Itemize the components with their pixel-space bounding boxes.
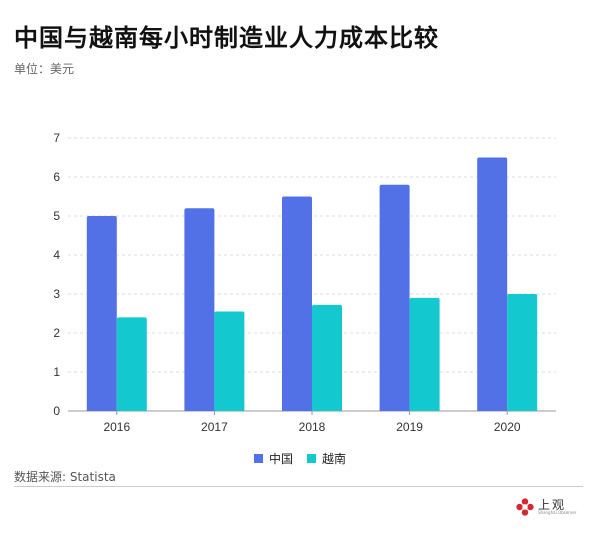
y-tick-label: 7 (53, 131, 60, 145)
legend: 中国 越南 (0, 450, 600, 467)
y-tick-label: 0 (53, 404, 60, 418)
bar-vietnam-2019 (409, 297, 440, 411)
bar-china-2016 (86, 216, 117, 411)
bar-china-2018 (282, 196, 312, 411)
bar-china-2019 (379, 184, 410, 411)
y-tick-label: 6 (53, 170, 60, 184)
legend-label-china: 中国 (268, 452, 293, 466)
bar-china-2017 (184, 208, 215, 411)
bar-vietnam-2016 (116, 317, 147, 411)
y-tick-label: 1 (53, 365, 60, 379)
x-tick-label: 2019 (396, 420, 423, 434)
bar-china-2020 (477, 157, 508, 411)
logo-text-cn: 上观 (538, 498, 567, 512)
footer-divider (14, 486, 583, 487)
publisher-logo: 上观 Shanghai Observer (516, 498, 576, 516)
legend-item-china: 中国 (253, 450, 293, 467)
y-tick-label: 3 (53, 287, 60, 301)
y-tick-label: 2 (53, 326, 60, 340)
legend-label-vietnam: 越南 (322, 452, 347, 466)
x-tick-label: 2018 (299, 420, 326, 434)
legend-swatch-vietnam (307, 454, 316, 463)
chart-title: 中国与越南每小时制造业人力成本比较 (14, 24, 439, 52)
x-tick-label: 2020 (494, 420, 521, 434)
y-tick-label: 5 (53, 209, 60, 223)
x-tick-label: 2016 (103, 420, 130, 434)
legend-swatch-china (253, 454, 263, 463)
x-tick-label: 2017 (201, 420, 228, 434)
bar-vietnam-2018 (312, 304, 342, 411)
bar-vietnam-2017 (214, 311, 245, 411)
bar-vietnam-2020 (507, 294, 538, 411)
legend-item-vietnam: 越南 (307, 450, 346, 467)
y-tick-label: 4 (53, 248, 60, 262)
bar-chart: 0 1 2 3 4 5 6 7 2016 2017 2018 2019 2020 (53, 131, 556, 434)
unit-label: 单位：美元 (14, 62, 75, 76)
red-flower-logo-icon (516, 498, 534, 516)
source-note: 数据来源: Statista (14, 470, 116, 484)
logo-text-en: Shanghai Observer (538, 510, 577, 515)
